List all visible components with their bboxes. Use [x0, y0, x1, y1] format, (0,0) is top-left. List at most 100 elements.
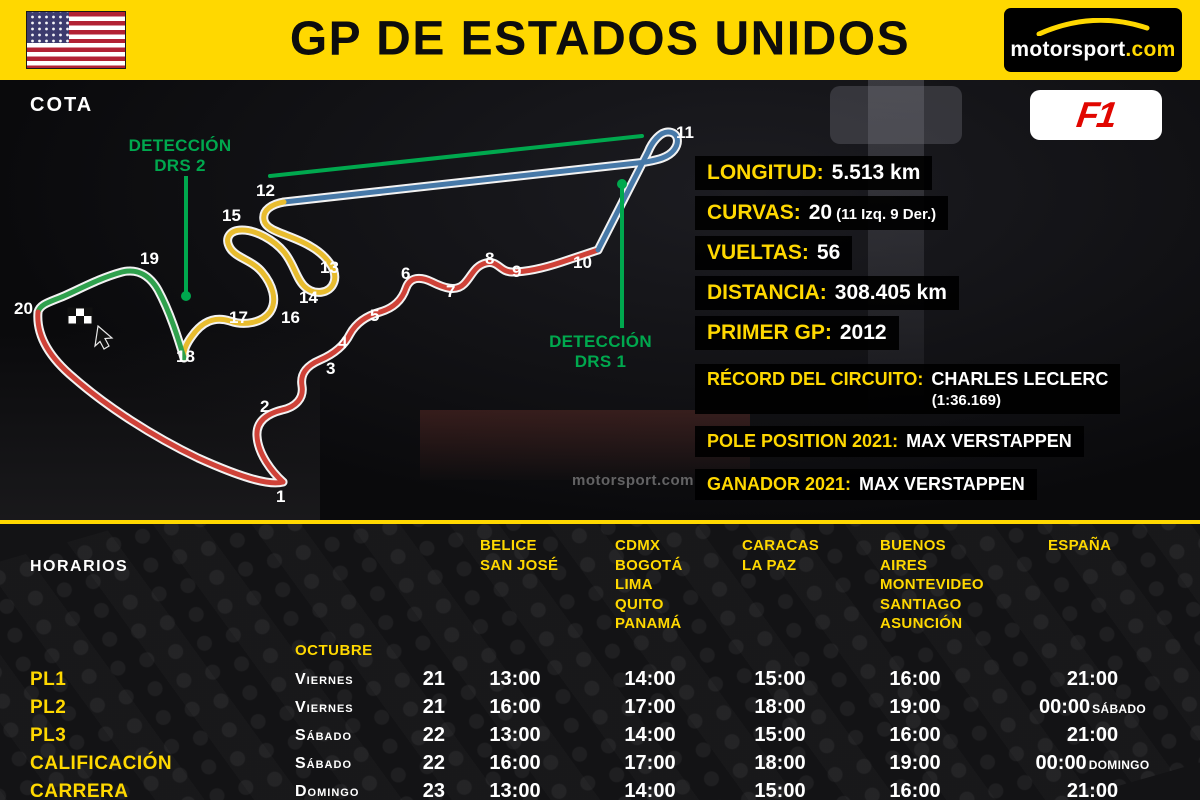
session-label: PL2: [30, 696, 67, 718]
f1-logo-text: F1: [1074, 94, 1118, 135]
stat-laps: VUELTAS: 56: [695, 236, 853, 270]
circuit-name: COTA: [30, 94, 94, 116]
corner-number: 6: [401, 264, 410, 283]
next-day-suffix: SÁBADO: [1092, 702, 1146, 716]
session-time: 19:00: [845, 696, 985, 719]
time-value: 21:00: [1066, 780, 1119, 800]
time-value: 16:00: [489, 696, 541, 718]
stat-label: DISTANCIA:: [707, 281, 827, 304]
session-time: 14:00: [585, 668, 715, 691]
session-time: 16:00: [445, 752, 585, 775]
circuit-section: COTA F1: [0, 80, 1200, 520]
header-bar: GP DE ESTADOS UNIDOS motorsport.com: [0, 0, 1200, 80]
schedule-title: HORARIOS: [30, 558, 129, 575]
schedule-row: CALIFICACIÓN Sábado 22 16:00 17:00 18:00 19:00…: [0, 750, 1200, 778]
corner-number: 20: [14, 299, 33, 318]
corner-number: 5: [370, 306, 379, 325]
motorsport-logo-text: motorsport.com: [1010, 38, 1175, 62]
stat-label: RÉCORD DEL CIRCUITO:: [707, 369, 924, 389]
stat-label: POLE POSITION 2021:: [707, 431, 899, 451]
schedule-row: PL2 Viernes 21 16:00 17:00 18:00 19:00 00:00 SÁB…: [0, 694, 1200, 722]
stat-label: VUELTAS:: [707, 241, 809, 264]
session-time: 13:00: [445, 780, 585, 800]
drs2-label: DETECCIÓN DRS 2: [128, 136, 232, 175]
session-day: Viernes: [295, 698, 354, 716]
brand-name: motorsport: [1010, 38, 1126, 61]
session-date: 22: [422, 752, 445, 774]
time-value: 15:00: [754, 780, 806, 800]
time-value: 15:00: [754, 724, 806, 746]
session-time: 21:00: [985, 668, 1200, 691]
stat-value: 2012: [839, 321, 887, 344]
session-time: 16:00: [445, 696, 585, 719]
stat-corners: CURVAS: 20 (11 Izq. 9 Der.): [695, 196, 949, 230]
stat-note: (11 Izq. 9 Der.): [836, 206, 937, 223]
corner-number: 11: [676, 123, 694, 142]
stat-label: LONGITUD:: [707, 161, 824, 184]
stat-lap-record: RÉCORD DEL CIRCUITO: CHARLES LECLERC (1:3…: [695, 364, 1121, 414]
session-day: Sábado: [295, 754, 353, 772]
session-time: 17:00: [585, 752, 715, 775]
f1-logo: F1: [1030, 90, 1162, 140]
stat-pole-2021: POLE POSITION 2021: MAX VERSTAPPEN: [695, 426, 1084, 457]
time-value: 18:00: [754, 696, 806, 718]
time-value: 14:00: [624, 668, 676, 690]
stat-value: CHARLES LECLERC: [931, 369, 1109, 389]
photo-watermark: motorsport.com: [572, 472, 695, 489]
session-label: PL1: [30, 668, 67, 690]
drs-zone-line: [268, 134, 644, 178]
cota-tower-photo: [868, 80, 924, 410]
drs2-detection-dot: [181, 291, 191, 301]
stat-first-gp: PRIMER GP: 2012: [695, 316, 899, 350]
next-day-suffix: DOMINGO: [1088, 758, 1150, 772]
stat-value: 308.405 km: [834, 281, 947, 304]
schedule-header-row: HORARIOS BELICE SAN JOSÉ CDMX BOGOTÁ LIMA…: [0, 536, 1200, 634]
session-time: 18:00: [715, 752, 845, 775]
time-value: 15:00: [754, 668, 806, 690]
time-value: 13:00: [489, 780, 541, 800]
crowd-photo: [0, 330, 320, 520]
time-value: 16:00: [889, 668, 941, 690]
drs1-label: DETECCIÓN DRS 1: [549, 332, 652, 371]
page-title: GP DE ESTADOS UNIDOS: [289, 12, 911, 66]
motorsport-logo[interactable]: motorsport.com: [1004, 8, 1182, 72]
session-date: 21: [422, 668, 445, 690]
stat-label: CURVAS:: [707, 201, 801, 224]
time-value: 18:00: [754, 752, 806, 774]
stat-value: 5.513 km: [831, 161, 921, 184]
schedule-rows: PL1 Viernes 21 13:00 14:00 15:00 16:00 21:00 PL2…: [0, 666, 1200, 800]
month-label: OCTUBRE: [295, 642, 373, 659]
corner-number: 10: [573, 253, 592, 272]
us-flag-canton: [27, 12, 69, 43]
session-time: 17:00: [585, 696, 715, 719]
stat-winner-2021: GANADOR 2021: MAX VERSTAPPEN: [695, 469, 1037, 500]
time-value: 13:00: [489, 668, 541, 690]
us-flag-icon: [26, 11, 126, 69]
time-value: 14:00: [624, 780, 676, 800]
time-value: 00:00: [1039, 696, 1091, 718]
drs-pointer-lines: [184, 176, 624, 328]
stat-value: MAX VERSTAPPEN: [859, 474, 1025, 494]
time-value: 19:00: [889, 752, 941, 774]
start-finish-flag-icon: [67, 307, 93, 325]
session-day: Domingo: [295, 782, 360, 800]
timezone-header: CDMX BOGOTÁ LIMA QUITO PANAMÁ: [615, 537, 683, 632]
month-row: OCTUBRE: [0, 636, 1200, 666]
time-value: 13:00: [489, 724, 541, 746]
track-back-straight-blue: [281, 129, 680, 253]
session-time: 15:00: [715, 668, 845, 691]
session-date: 23: [422, 780, 445, 800]
timezone-header: CARACAS LA PAZ: [742, 537, 820, 574]
schedule-row: PL1 Viernes 21 13:00 14:00 15:00 16:00 21:00: [0, 666, 1200, 694]
schedule-row: PL3 Sábado 22 13:00 14:00 15:00 16:00 21:00: [0, 722, 1200, 750]
corner-number: 19: [140, 249, 159, 268]
session-time: 18:00: [715, 696, 845, 719]
stat-length: LONGITUD: 5.513 km: [695, 156, 933, 190]
time-value: 17:00: [624, 696, 676, 718]
time-value: 00:00: [1035, 752, 1087, 774]
timezone-header: ESPAÑA: [1048, 537, 1112, 554]
session-day: Viernes: [295, 670, 354, 688]
stat-distance: DISTANCIA: 308.405 km: [695, 276, 959, 310]
session-time: 19:00: [845, 752, 985, 775]
session-label: CALIFICACIÓN: [30, 752, 173, 774]
